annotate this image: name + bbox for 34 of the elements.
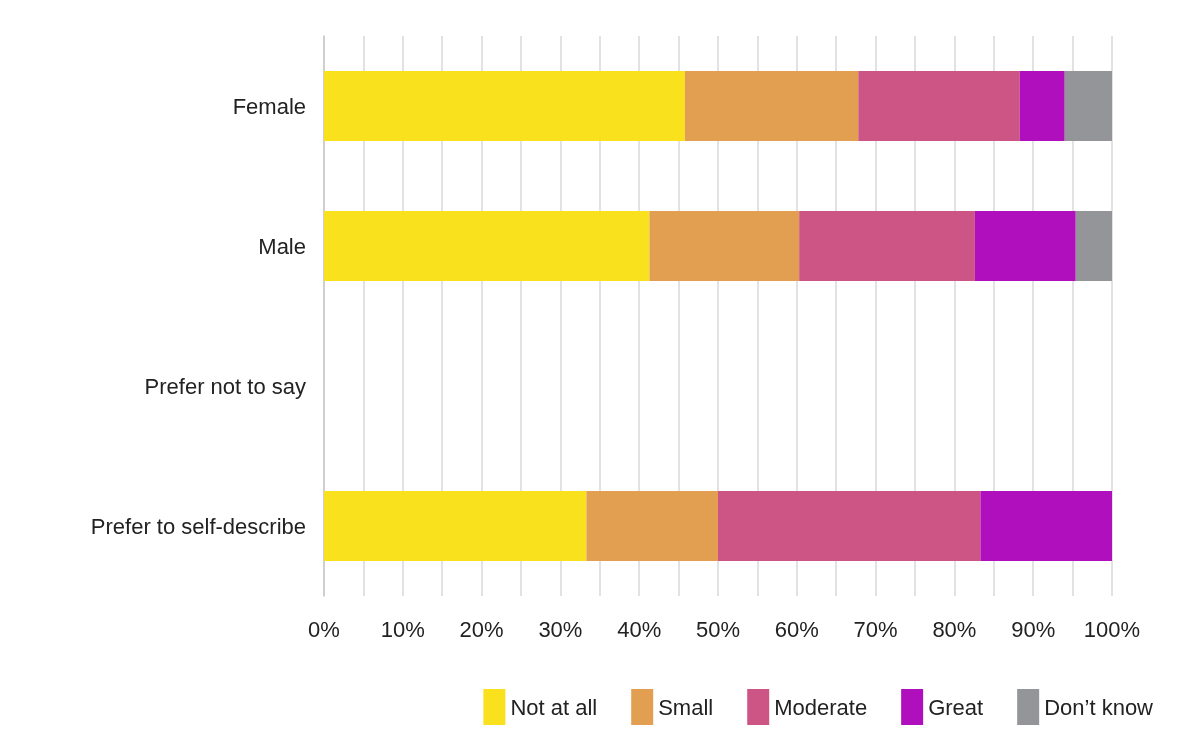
x-tick-label: 90% — [1011, 616, 1056, 642]
bar — [324, 211, 650, 281]
x-tick-label: 10% — [380, 616, 425, 642]
bar — [974, 211, 1076, 281]
legend-label: Not at all — [510, 694, 598, 720]
bar — [324, 491, 587, 561]
bar — [1019, 71, 1065, 141]
legend-label: Moderate — [774, 694, 868, 720]
x-tick-label: 50% — [695, 616, 741, 642]
bar — [1064, 71, 1112, 141]
legend-label: Great — [928, 694, 984, 720]
x-tick-label: 20% — [459, 616, 504, 642]
bar — [649, 211, 800, 281]
x-tick-label: 30% — [538, 616, 583, 642]
x-tick-label: 40% — [617, 616, 662, 642]
x-tick-label: 0% — [308, 616, 340, 642]
bar — [858, 71, 1020, 141]
y-tick-label: Prefer to self-describe — [90, 513, 306, 539]
legend-label: Don’t know — [1044, 694, 1154, 720]
legend-label: Small — [658, 694, 714, 720]
bar — [586, 491, 718, 561]
bar — [718, 491, 981, 561]
y-tick-label: Male — [258, 233, 306, 259]
bar — [799, 211, 975, 281]
bar — [980, 491, 1112, 561]
x-tick-label: 60% — [774, 616, 819, 642]
bar — [684, 71, 859, 141]
x-tick-label: 100% — [1083, 616, 1141, 642]
bar — [324, 71, 685, 141]
x-tick-label: 80% — [932, 616, 977, 642]
y-tick-label: Prefer not to say — [144, 373, 306, 399]
bar — [1075, 211, 1112, 281]
x-tick-label: 70% — [853, 616, 898, 642]
y-tick-label: Female — [232, 93, 306, 119]
